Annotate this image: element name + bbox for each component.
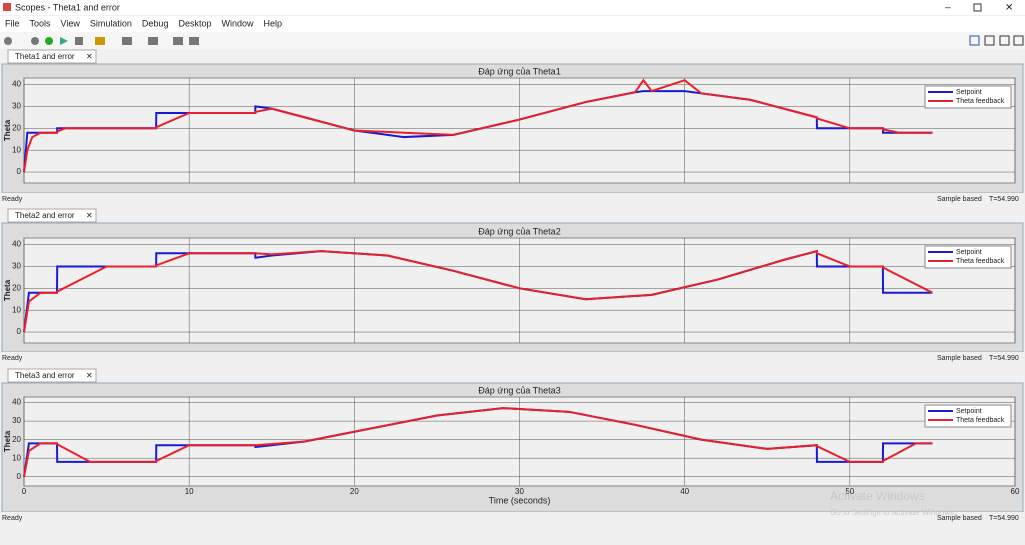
series-line <box>23 78 933 173</box>
menu-item[interactable]: Simulation <box>90 18 132 28</box>
app-icon <box>3 3 11 11</box>
close[interactable]: ✕ <box>1005 3 1013 14</box>
tab-label: Theta3 and error <box>15 371 75 380</box>
y-tick-label: 20 <box>12 123 21 132</box>
y-tick-label: 10 <box>12 145 21 154</box>
status-bar <box>0 352 1025 364</box>
tab-close: ✕ <box>86 52 93 61</box>
layout-4[interactable] <box>1013 35 1024 46</box>
menu-item[interactable]: Help <box>264 18 283 28</box>
menu-item[interactable]: Debug <box>142 18 169 28</box>
menu-item[interactable]: Window <box>221 18 254 28</box>
x-tick-label: 20 <box>350 487 359 496</box>
tab-close: ✕ <box>86 371 93 380</box>
status-mode: Sample based <box>937 196 982 203</box>
menu-item[interactable]: View <box>61 18 81 28</box>
x-tick-label: 60 <box>1011 487 1020 496</box>
x-tick-label: 30 <box>515 487 524 496</box>
style[interactable] <box>189 37 199 45</box>
toolbar <box>0 32 1025 49</box>
settings-icon[interactable] <box>4 37 12 45</box>
y-axis-label: Theta <box>3 279 12 301</box>
minimize[interactable]: – <box>945 3 951 14</box>
y-tick-label: 40 <box>12 398 21 407</box>
run[interactable] <box>45 37 53 45</box>
toolbar-icons <box>4 35 1024 46</box>
legend-label: Theta feedback <box>956 417 1005 424</box>
triggers[interactable] <box>173 37 183 45</box>
status-time: T=54.990 <box>989 355 1019 362</box>
y-tick-label: 0 <box>17 327 22 336</box>
watermark-text: Go to Settings to activate Windows. <box>830 508 956 517</box>
x-tick-label: 50 <box>845 487 854 496</box>
tab-label: Theta2 and error <box>15 211 75 220</box>
status-state: Ready <box>2 196 23 203</box>
watermark-title: Activate Windows <box>830 489 925 503</box>
status-bar <box>0 193 1025 205</box>
tab-close: ✕ <box>86 211 93 220</box>
y-tick-label: 0 <box>17 167 22 176</box>
tab[interactable] <box>7 49 97 64</box>
x-tick-label: 40 <box>680 487 689 496</box>
y-tick-label: 10 <box>12 305 21 314</box>
y-tick-label: 0 <box>17 472 22 481</box>
chart-title: Đáp ứng của Theta1 <box>478 66 560 76</box>
legend-label: Theta feedback <box>956 258 1005 265</box>
stop[interactable] <box>75 37 83 45</box>
chart-title: Đáp ứng của Theta2 <box>478 226 560 236</box>
y-tick-label: 30 <box>12 102 21 111</box>
menu-item[interactable]: Desktop <box>178 18 211 28</box>
tab-label: Theta1 and error <box>15 52 75 61</box>
status-mode: Sample based <box>937 515 982 522</box>
highlight[interactable] <box>95 37 105 45</box>
layout-3[interactable] <box>999 35 1010 46</box>
title-bar <box>0 0 1025 15</box>
y-tick-label: 30 <box>12 416 21 425</box>
y-tick-label: 20 <box>12 283 21 292</box>
menu-bar <box>0 16 1025 32</box>
series-line <box>23 249 933 333</box>
y-tick-label: 40 <box>12 240 21 249</box>
layout-2[interactable] <box>984 35 995 46</box>
layout-1[interactable] <box>969 35 980 46</box>
y-tick-label: 10 <box>12 453 21 462</box>
y-tick-label: 40 <box>12 80 21 89</box>
cursor[interactable] <box>122 37 132 45</box>
legend-label: Setpoint <box>956 408 982 415</box>
status-time: T=54.990 <box>989 196 1019 203</box>
zoom[interactable] <box>148 37 158 45</box>
menu-item[interactable]: Tools <box>30 18 52 28</box>
y-tick-label: 30 <box>12 262 21 271</box>
x-tick-label: 10 <box>185 487 194 496</box>
status-bar <box>0 512 1025 524</box>
chart-title: Đáp ứng của Theta3 <box>478 385 560 395</box>
legend-label: Setpoint <box>956 89 982 96</box>
maximize[interactable] <box>973 3 982 12</box>
tab[interactable] <box>7 368 97 383</box>
status-state: Ready <box>2 355 23 362</box>
series-line <box>23 407 933 477</box>
step[interactable] <box>60 37 68 45</box>
menu-item[interactable]: File <box>5 18 20 28</box>
status-time: T=54.990 <box>989 515 1019 522</box>
y-axis-label: Theta <box>3 119 12 141</box>
x-tick-label: 0 <box>22 487 27 496</box>
status-mode: Sample based <box>937 355 982 362</box>
y-axis-label: Theta <box>3 430 12 452</box>
window-title: Scopes - Theta1 and error <box>15 2 120 12</box>
tab[interactable] <box>7 208 97 223</box>
step-back[interactable] <box>31 37 39 45</box>
x-axis-label: Time (seconds) <box>489 495 551 505</box>
status-state: Ready <box>2 515 23 522</box>
y-tick-label: 20 <box>12 435 21 444</box>
legend-label: Theta feedback <box>956 98 1005 105</box>
legend-label: Setpoint <box>956 249 982 256</box>
